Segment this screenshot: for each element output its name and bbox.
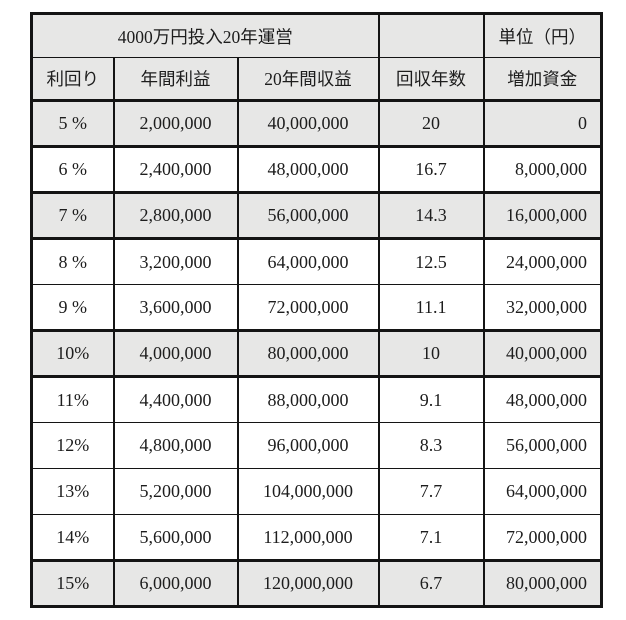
cell-added-capital: 72,000,000 — [482, 514, 603, 561]
cell-yield: 7 % — [30, 191, 115, 240]
table-row: 13% 5,200,000 104,000,000 7.7 64,000,000 — [30, 468, 603, 515]
cell-annual-profit: 4,400,000 — [112, 376, 239, 423]
cell-payback-years: 6.7 — [377, 559, 485, 608]
cell-payback-years: 20 — [377, 99, 485, 148]
cell-annual-profit: 3,600,000 — [112, 284, 239, 331]
cell-added-capital: 48,000,000 — [482, 376, 603, 423]
cell-payback-years: 7.1 — [377, 514, 485, 561]
cell-annual-profit: 5,200,000 — [112, 468, 239, 515]
cell-yield: 8 % — [30, 238, 115, 285]
cell-20y-revenue: 48,000,000 — [236, 146, 380, 193]
cell-yield: 12% — [30, 422, 115, 469]
cell-20y-revenue: 40,000,000 — [236, 99, 380, 148]
table-title: 4000万円投入20年運営 — [30, 13, 380, 58]
cell-payback-years: 14.3 — [377, 191, 485, 240]
table-row: 5 % 2,000,000 40,000,000 20 0 — [30, 99, 603, 148]
cell-added-capital: 24,000,000 — [482, 238, 603, 285]
table-row: 15% 6,000,000 120,000,000 6.7 80,000,000 — [30, 559, 603, 608]
cell-added-capital: 8,000,000 — [482, 146, 603, 193]
cell-added-capital: 64,000,000 — [482, 468, 603, 515]
cell-yield: 5 % — [30, 99, 115, 148]
table-row: 11% 4,400,000 88,000,000 9.1 48,000,000 — [30, 376, 603, 423]
col-header-yield: 利回り — [30, 57, 115, 102]
cell-payback-years: 16.7 — [377, 146, 485, 193]
cell-annual-profit: 2,800,000 — [112, 191, 239, 240]
cell-annual-profit: 4,000,000 — [112, 329, 239, 378]
table-row: 12% 4,800,000 96,000,000 8.3 56,000,000 — [30, 422, 603, 469]
cell-20y-revenue: 88,000,000 — [236, 376, 380, 423]
table-row: 10% 4,000,000 80,000,000 10 40,000,000 — [30, 329, 603, 378]
cell-added-capital: 16,000,000 — [482, 191, 603, 240]
col-header-payback-years: 回収年数 — [377, 57, 485, 102]
investment-return-table: 4000万円投入20年運営 単位（円） 利回り 年間利益 20年間収益 回収年数… — [30, 12, 604, 608]
cell-added-capital: 40,000,000 — [482, 329, 603, 378]
cell-20y-revenue: 72,000,000 — [236, 284, 380, 331]
cell-yield: 11% — [30, 376, 115, 423]
cell-20y-revenue: 96,000,000 — [236, 422, 380, 469]
table-row: 9 % 3,600,000 72,000,000 11.1 32,000,000 — [30, 284, 603, 331]
cell-yield: 10% — [30, 329, 115, 378]
cell-20y-revenue: 104,000,000 — [236, 468, 380, 515]
table-row: 7 % 2,800,000 56,000,000 14.3 16,000,000 — [30, 191, 603, 240]
table-title-row: 4000万円投入20年運営 単位（円） — [30, 13, 603, 58]
cell-annual-profit: 6,000,000 — [112, 559, 239, 608]
unit-label: 単位（円） — [482, 13, 603, 58]
table-row: 14% 5,600,000 112,000,000 7.1 72,000,000 — [30, 514, 603, 561]
cell-yield: 14% — [30, 514, 115, 561]
col-header-20y-revenue: 20年間収益 — [236, 57, 380, 102]
cell-annual-profit: 3,200,000 — [112, 238, 239, 285]
cell-yield: 15% — [30, 559, 115, 608]
cell-annual-profit: 2,000,000 — [112, 99, 239, 148]
cell-payback-years: 12.5 — [377, 238, 485, 285]
cell-20y-revenue: 56,000,000 — [236, 191, 380, 240]
cell-20y-revenue: 120,000,000 — [236, 559, 380, 608]
cell-added-capital: 0 — [482, 99, 603, 148]
cell-20y-revenue: 80,000,000 — [236, 329, 380, 378]
col-header-annual-profit: 年間利益 — [112, 57, 239, 102]
table-row: 8 % 3,200,000 64,000,000 12.5 24,000,000 — [30, 238, 603, 285]
column-header-row: 利回り 年間利益 20年間収益 回収年数 増加資金 — [30, 57, 603, 102]
cell-payback-years: 11.1 — [377, 284, 485, 331]
cell-yield: 13% — [30, 468, 115, 515]
cell-yield: 6 % — [30, 146, 115, 193]
cell-annual-profit: 5,600,000 — [112, 514, 239, 561]
header-spacer-cell — [377, 13, 485, 58]
col-header-added-capital: 増加資金 — [482, 57, 603, 102]
cell-annual-profit: 2,400,000 — [112, 146, 239, 193]
cell-payback-years: 7.7 — [377, 468, 485, 515]
cell-added-capital: 32,000,000 — [482, 284, 603, 331]
table-row: 6 % 2,400,000 48,000,000 16.7 8,000,000 — [30, 146, 603, 193]
cell-added-capital: 80,000,000 — [482, 559, 603, 608]
cell-payback-years: 9.1 — [377, 376, 485, 423]
cell-payback-years: 10 — [377, 329, 485, 378]
cell-yield: 9 % — [30, 284, 115, 331]
cell-20y-revenue: 64,000,000 — [236, 238, 380, 285]
cell-payback-years: 8.3 — [377, 422, 485, 469]
cell-annual-profit: 4,800,000 — [112, 422, 239, 469]
cell-added-capital: 56,000,000 — [482, 422, 603, 469]
cell-20y-revenue: 112,000,000 — [236, 514, 380, 561]
